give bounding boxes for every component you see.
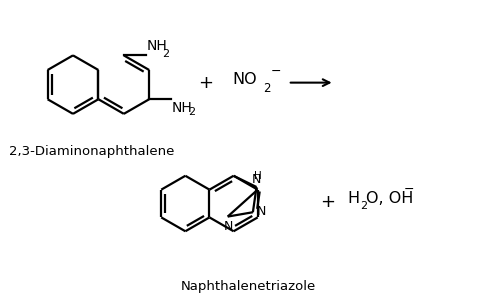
Text: NH: NH (172, 101, 192, 115)
Text: N: N (252, 173, 261, 186)
Text: 2,3-Diaminonaphthalene: 2,3-Diaminonaphthalene (10, 144, 174, 157)
Text: N: N (257, 205, 266, 218)
Text: H: H (254, 171, 262, 181)
Text: +: + (198, 74, 213, 92)
Text: N: N (224, 219, 234, 233)
Text: NH: NH (146, 40, 167, 54)
Text: 2: 2 (162, 49, 170, 59)
Text: 2: 2 (360, 202, 367, 212)
Text: H: H (348, 191, 360, 206)
Text: −: − (404, 183, 414, 196)
Text: O, OH: O, OH (366, 191, 413, 206)
Text: 2: 2 (188, 107, 195, 117)
Text: 2: 2 (263, 82, 270, 95)
Text: NO: NO (232, 72, 256, 87)
Text: −: − (271, 65, 281, 78)
Text: Naphthalenetriazole: Naphthalenetriazole (180, 280, 316, 293)
Text: +: + (320, 192, 335, 211)
